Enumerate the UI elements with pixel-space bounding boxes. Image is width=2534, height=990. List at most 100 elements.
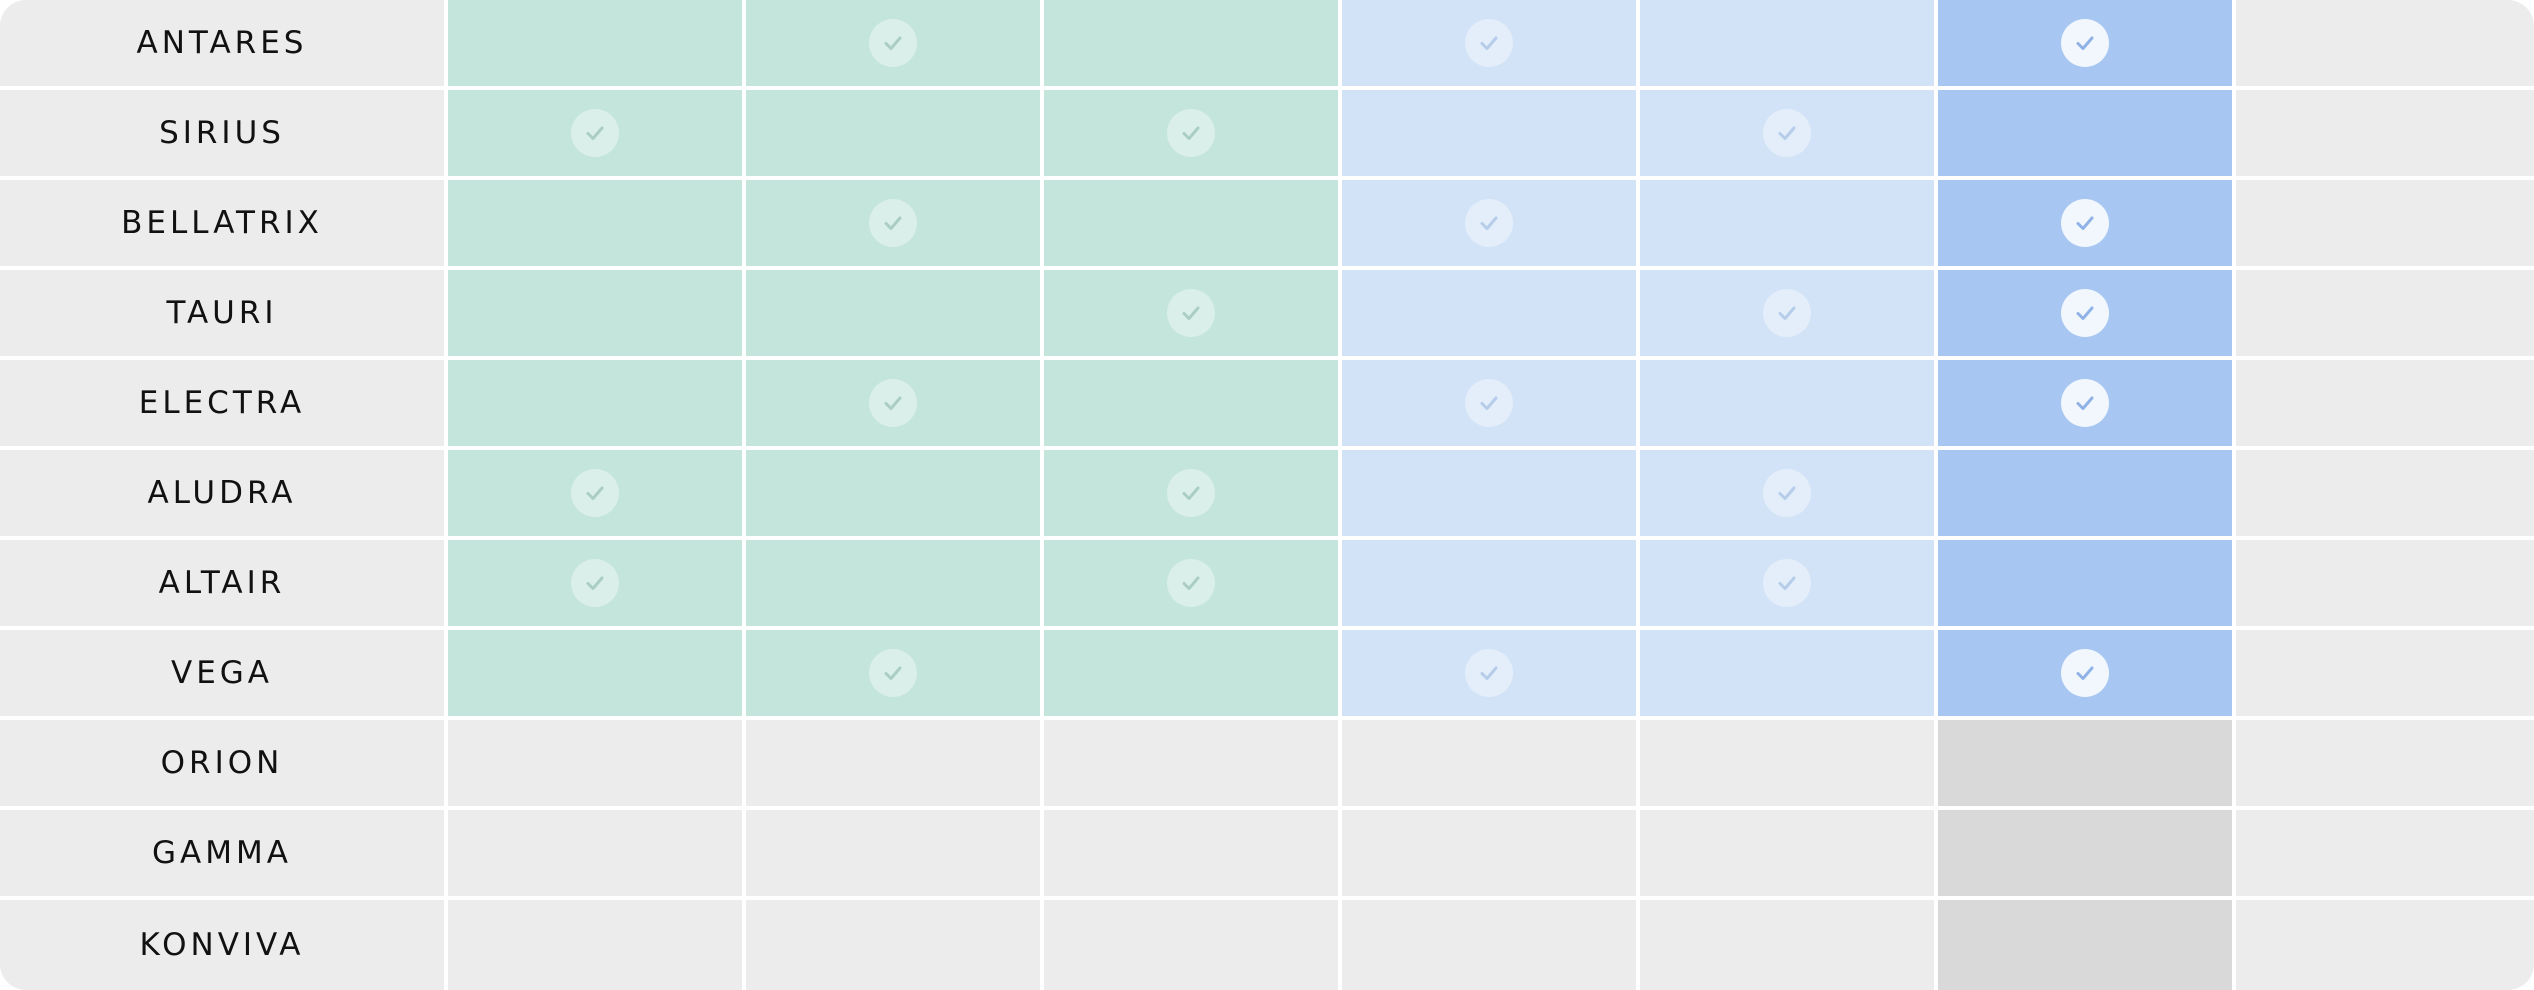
matrix-cell	[448, 450, 746, 540]
matrix-cell	[2236, 900, 2534, 990]
matrix-cell	[1640, 0, 1938, 90]
matrix-cell	[1938, 180, 2236, 270]
matrix-cell	[1342, 540, 1640, 630]
matrix-cell	[1938, 90, 2236, 180]
matrix-cell	[1044, 630, 1342, 720]
matrix-cell	[1938, 540, 2236, 630]
matrix-cell	[2236, 720, 2534, 810]
matrix-cell	[1342, 360, 1640, 450]
matrix-cell	[746, 270, 1044, 360]
matrix-cell	[1342, 720, 1640, 810]
matrix-cell	[448, 270, 746, 360]
check-icon	[2061, 379, 2109, 427]
matrix-cell	[1342, 0, 1640, 90]
matrix-cell	[1640, 630, 1938, 720]
matrix-cell	[1938, 900, 2236, 990]
matrix-cell	[1938, 0, 2236, 90]
row-label-gamma: GAMMA	[0, 810, 448, 900]
check-icon	[869, 199, 917, 247]
matrix-cell	[1938, 270, 2236, 360]
matrix-cell	[1342, 900, 1640, 990]
matrix-cell	[2236, 630, 2534, 720]
check-icon	[1465, 19, 1513, 67]
matrix-cell	[1342, 630, 1640, 720]
matrix-cell	[746, 360, 1044, 450]
matrix-cell	[746, 720, 1044, 810]
check-icon	[1167, 289, 1215, 337]
check-icon	[1465, 199, 1513, 247]
check-icon	[1763, 289, 1811, 337]
matrix-cell	[448, 630, 746, 720]
row-label-tauri: TAURI	[0, 270, 448, 360]
row-label-aludra: ALUDRA	[0, 450, 448, 540]
matrix-cell	[746, 450, 1044, 540]
matrix-cell	[1044, 90, 1342, 180]
row-label-electra: ELECTRA	[0, 360, 448, 450]
matrix-cell	[1342, 450, 1640, 540]
check-icon	[2061, 649, 2109, 697]
matrix-cell	[2236, 270, 2534, 360]
row-label-orion: ORION	[0, 720, 448, 810]
matrix-cell	[448, 810, 746, 900]
matrix-cell	[2236, 0, 2534, 90]
matrix-cell	[746, 180, 1044, 270]
matrix-cell	[1640, 720, 1938, 810]
check-icon	[869, 649, 917, 697]
matrix-cell	[1044, 720, 1342, 810]
matrix-cell	[448, 540, 746, 630]
matrix-cell	[746, 630, 1044, 720]
matrix-cell	[1044, 270, 1342, 360]
row-label-vega: VEGA	[0, 630, 448, 720]
check-icon	[1763, 109, 1811, 157]
matrix-cell	[1640, 360, 1938, 450]
matrix-cell	[1938, 360, 2236, 450]
matrix-cell	[1044, 180, 1342, 270]
row-label-bellatrix: BELLATRIX	[0, 180, 448, 270]
check-icon	[571, 469, 619, 517]
matrix-cell	[448, 360, 746, 450]
matrix-cell	[1640, 180, 1938, 270]
matrix-cell	[448, 180, 746, 270]
check-icon	[1167, 109, 1215, 157]
matrix-cell	[1342, 90, 1640, 180]
matrix-cell	[1342, 270, 1640, 360]
matrix-cell	[1640, 450, 1938, 540]
check-icon	[1763, 559, 1811, 607]
matrix-cell	[1342, 810, 1640, 900]
matrix-cell	[746, 0, 1044, 90]
check-icon	[869, 19, 917, 67]
matrix-cell	[1640, 90, 1938, 180]
matrix-cell	[448, 90, 746, 180]
matrix-cell	[1044, 450, 1342, 540]
matrix-cell	[1938, 630, 2236, 720]
matrix-cell	[2236, 540, 2534, 630]
matrix-cell	[1938, 810, 2236, 900]
matrix-cell	[1044, 540, 1342, 630]
matrix-cell	[1938, 720, 2236, 810]
row-label-konviva: KONVIVA	[0, 900, 448, 990]
matrix-cell	[448, 0, 746, 90]
matrix-cell	[2236, 450, 2534, 540]
matrix-cell	[1640, 270, 1938, 360]
matrix-cell	[1044, 900, 1342, 990]
matrix-cell	[1342, 180, 1640, 270]
check-icon	[1763, 469, 1811, 517]
check-icon	[2061, 289, 2109, 337]
matrix-cell	[2236, 90, 2534, 180]
check-icon	[1465, 379, 1513, 427]
matrix-cell	[1044, 0, 1342, 90]
matrix-cell	[1044, 810, 1342, 900]
row-label-sirius: SIRIUS	[0, 90, 448, 180]
matrix-cell	[1938, 450, 2236, 540]
check-icon	[1167, 469, 1215, 517]
matrix-cell	[1640, 540, 1938, 630]
matrix-cell	[2236, 360, 2534, 450]
matrix-cell	[746, 810, 1044, 900]
check-icon	[1167, 559, 1215, 607]
row-label-antares: ANTARES	[0, 0, 448, 90]
matrix-cell	[1640, 810, 1938, 900]
check-icon	[571, 559, 619, 607]
check-icon	[869, 379, 917, 427]
matrix-cell	[746, 90, 1044, 180]
